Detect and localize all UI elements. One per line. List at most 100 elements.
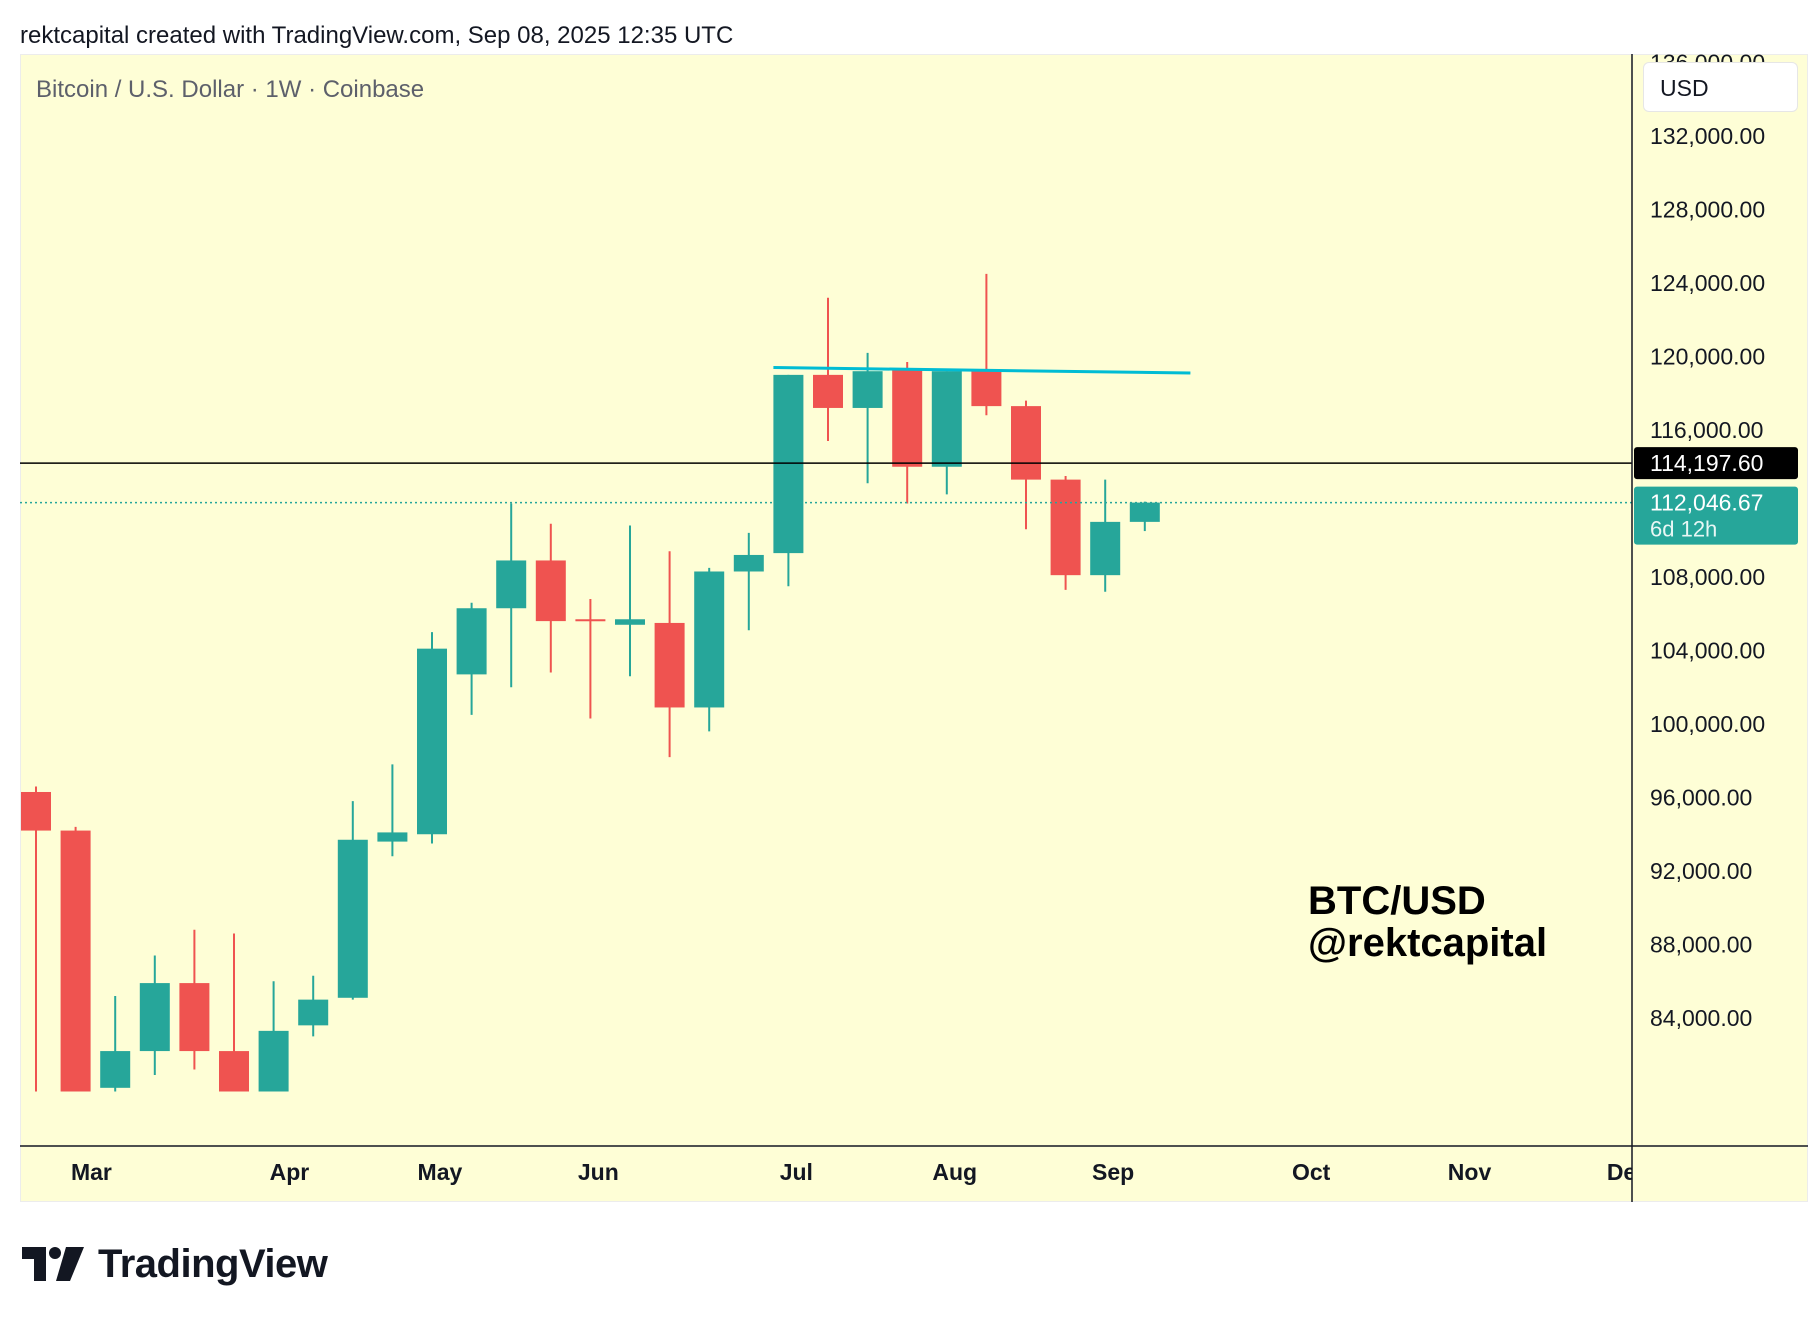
candle-countdown: 6d 12h — [1650, 517, 1717, 542]
tradingview-logo-text: TradingView — [98, 1241, 328, 1286]
price-tick-label: 88,000.00 — [1650, 932, 1752, 958]
price-tick-label: 116,000.00 — [1650, 417, 1763, 443]
candle-23 — [931, 371, 962, 495]
chart-header: rektcapital created with TradingView.com… — [20, 22, 734, 49]
price-tick-label: 100,000.00 — [1650, 711, 1765, 737]
symbol-title: Bitcoin / U.S. Dollar · 1W · Coinbase — [36, 76, 425, 103]
time-axis: Mar Apr May Jun Jul Aug Sep Oct Nov Dec — [20, 1145, 1808, 1185]
candle-17 — [694, 567, 725, 732]
candle-body — [813, 374, 843, 408]
time-tick-label: Jul — [780, 1159, 813, 1185]
candle-body — [100, 1051, 131, 1088]
candle-body — [852, 371, 883, 408]
candle-24 — [971, 273, 1002, 416]
price-tick-label: 96,000.00 — [1650, 785, 1752, 811]
price-tick-label: 120,000.00 — [1650, 344, 1765, 370]
candle-body — [1011, 406, 1041, 480]
candle-0 — [21, 786, 51, 1092]
candle-10 — [417, 632, 447, 844]
candle-6 — [258, 981, 289, 1092]
price-tick-label: 124,000.00 — [1650, 270, 1765, 296]
candle-body — [298, 999, 329, 1026]
candle-19 — [773, 374, 804, 587]
candle-body — [456, 608, 487, 675]
candle-3 — [139, 955, 170, 1075]
current-price-label-bg — [1634, 486, 1798, 545]
price-tick-label: 84,000.00 — [1650, 1005, 1752, 1031]
candle-body — [179, 983, 210, 1052]
time-tick-label: Jun — [578, 1159, 619, 1185]
time-tick-label: May — [418, 1159, 463, 1185]
candle-body — [971, 371, 1002, 407]
candle-11 — [456, 602, 487, 715]
tradingview-logo[interactable]: TradingView — [22, 1240, 328, 1288]
candle-body — [773, 374, 804, 554]
price-tick-label: 132,000.00 — [1650, 123, 1765, 149]
candle-2 — [100, 995, 131, 1092]
resistance-trendline — [773, 366, 1191, 375]
candle-body — [931, 371, 962, 467]
price-level-label-bg — [1634, 447, 1798, 480]
candle-7 — [298, 975, 329, 1037]
candle-28 — [1129, 501, 1160, 532]
time-tick-label: Oct — [1292, 1159, 1331, 1185]
candle-body — [337, 839, 368, 998]
candle-body — [21, 791, 51, 831]
candle-body — [417, 648, 447, 835]
candle-22 — [892, 362, 923, 504]
candle-9 — [377, 764, 408, 857]
time-tick-label: Sep — [1092, 1159, 1134, 1185]
candle-body — [654, 622, 685, 708]
candle-21 — [852, 352, 883, 484]
watermark: BTC/USD @rektcapital — [1308, 880, 1547, 964]
candle-body — [535, 560, 566, 622]
time-tick-labels: Mar Apr May Jun Jul Aug Sep Oct Nov Dec — [71, 1159, 1649, 1185]
candle-14 — [575, 599, 606, 719]
time-tick-label: Apr — [270, 1159, 310, 1185]
watermark-author: @rektcapital — [1308, 921, 1548, 965]
candle-4 — [179, 929, 210, 1070]
price-level-label: 114,197.60 — [1650, 450, 1763, 476]
tradingview-logo-icon — [22, 1247, 84, 1281]
candle-5 — [219, 933, 249, 1092]
candle-body — [575, 619, 606, 622]
candle-16 — [654, 551, 685, 758]
candle-25 — [1011, 400, 1041, 530]
candle-12 — [496, 503, 527, 688]
price-tick-label: 128,000.00 — [1650, 197, 1765, 223]
candles-group — [21, 273, 1160, 1092]
price-tick-label: 104,000.00 — [1650, 638, 1765, 664]
candle-body — [615, 619, 645, 625]
candle-13 — [535, 523, 566, 673]
candle-body — [377, 832, 408, 842]
candle-body — [258, 1030, 289, 1092]
time-tick-label: Dec — [1607, 1159, 1649, 1185]
candle-1 — [60, 826, 91, 1092]
candle-27 — [1090, 479, 1121, 592]
price-tick-label: 108,000.00 — [1650, 564, 1765, 590]
candle-body — [139, 983, 170, 1052]
candle-20 — [813, 297, 843, 442]
candle-body — [733, 554, 764, 572]
price-axis: 136,000.00132,000.00128,000.00124,000.00… — [1631, 50, 1765, 1202]
candle-8 — [337, 801, 368, 1000]
watermark-pair: BTC/USD — [1308, 879, 1486, 923]
price-tick-label: 92,000.00 — [1650, 858, 1752, 884]
candle-body — [1129, 502, 1160, 522]
candle-18 — [733, 532, 764, 631]
candle-body — [219, 1051, 249, 1092]
candle-body — [60, 830, 91, 1092]
candle-body — [892, 369, 923, 467]
candle-body — [1050, 479, 1081, 576]
candle-body — [694, 571, 725, 708]
time-tick-label: Aug — [932, 1159, 977, 1185]
time-tick-label: Nov — [1448, 1159, 1492, 1185]
currency-button[interactable]: USD — [1643, 62, 1798, 112]
candle-26 — [1050, 475, 1081, 590]
current-price-label: 112,046.67 — [1650, 490, 1763, 516]
candle-body — [496, 560, 527, 609]
time-tick-label: Mar — [71, 1159, 112, 1185]
candle-body — [1090, 521, 1121, 576]
